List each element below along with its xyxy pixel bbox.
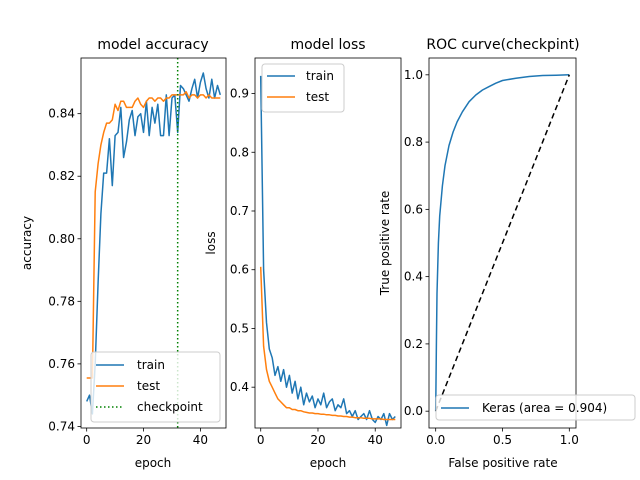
loss-legend: train test: [261, 63, 345, 113]
roc-ytick-label: 0.6: [404, 202, 423, 216]
loss-ytick-label: 0.5: [230, 321, 249, 335]
accuracy-series-train-line: [86, 72, 222, 415]
loss-ytick-label: 0.4: [230, 380, 249, 394]
accuracy-xtick-label: 40: [193, 433, 208, 447]
accuracy-plot-area: 0 20 40 0.74 0.76 0.78 0.80 0.82 0.84: [48, 57, 227, 447]
accuracy-ylabel: accuracy: [20, 216, 34, 270]
roc-legend: Keras (area = 0.904): [435, 394, 636, 421]
roc-legend-keras-label: Keras (area = 0.904): [482, 401, 607, 415]
accuracy-legend-train-label: train: [137, 358, 165, 372]
loss-ylabel: loss: [204, 231, 218, 254]
accuracy-ytick-label: 0.78: [48, 294, 75, 308]
loss-plot-area: 0 20 40 0.4 0.5 0.6 0.7 0.8 0.9: [230, 57, 402, 447]
accuracy-ytick-label: 0.82: [48, 169, 75, 183]
accuracy-legend-checkpoint-label: checkpoint: [137, 400, 203, 414]
accuracy-xtick-label: 20: [136, 433, 151, 447]
loss-xtick-label: 20: [310, 433, 325, 447]
roc-panel: ROC curve(checkpint) False positive rate…: [378, 37, 636, 470]
loss-ytick-label: 0.7: [230, 204, 249, 218]
roc-series-diagonal-line: [435, 74, 570, 412]
accuracy-xlabel: epoch: [135, 456, 172, 470]
roc-xtick-label: 1.0: [560, 433, 579, 447]
roc-ytick-label: 0.4: [404, 270, 423, 284]
accuracy-ytick-label: 0.76: [48, 357, 75, 371]
accuracy-ytick-label: 0.80: [48, 232, 75, 246]
roc-xtick-label: 0.5: [493, 433, 512, 447]
accuracy-legend: train test checkpoint: [90, 351, 221, 423]
roc-ylabel: True positive rate: [378, 191, 392, 297]
accuracy-xtick-label: 0: [83, 433, 91, 447]
accuracy-title: model accuracy: [97, 37, 208, 53]
roc-ytick-label: 0.0: [404, 404, 423, 418]
roc-series-keras-line: [434, 74, 570, 412]
loss-title: model loss: [290, 37, 365, 53]
loss-ytick-label: 0.8: [230, 145, 249, 159]
accuracy-ytick-label: 0.74: [48, 419, 75, 433]
roc-ytick-label: 1.0: [404, 68, 423, 82]
loss-legend-train-label: train: [306, 69, 334, 83]
roc-plot-area: 0.0 0.5 1.0 0.0 0.2 0.4 0.6 0.8 1.0: [404, 57, 579, 447]
roc-ytick-label: 0.8: [404, 135, 423, 149]
loss-xlabel: epoch: [310, 456, 347, 470]
accuracy-legend-box: [90, 351, 221, 423]
roc-xlabel: False positive rate: [448, 456, 557, 470]
roc-title: ROC curve(checkpint): [426, 37, 579, 53]
loss-series-train-line: [259, 75, 396, 427]
accuracy-ytick-label: 0.84: [48, 107, 75, 121]
roc-ytick-label: 0.2: [404, 337, 423, 351]
loss-ytick-label: 0.6: [230, 263, 249, 277]
roc-xtick-label: 0.0: [426, 433, 445, 447]
loss-axes-frame: [254, 57, 402, 429]
accuracy-panel: model accuracy epoch accuracy 0 20 400.740…: [20, 37, 227, 470]
loss-series-test-line: [259, 266, 396, 421]
accuracy-series-test-line: [86, 91, 221, 379]
roc-legend-box: [435, 394, 636, 421]
loss-xtick-label: 0: [257, 433, 265, 447]
loss-xtick-label: 40: [368, 433, 383, 447]
accuracy-legend-test-label: test: [137, 379, 160, 393]
accuracy-axes-frame: [80, 57, 227, 429]
loss-legend-test-label: test: [306, 90, 329, 104]
loss-panel: model loss epoch loss 0 20 400.40.50.60.70…: [204, 37, 402, 470]
loss-ytick-label: 0.9: [230, 87, 249, 101]
